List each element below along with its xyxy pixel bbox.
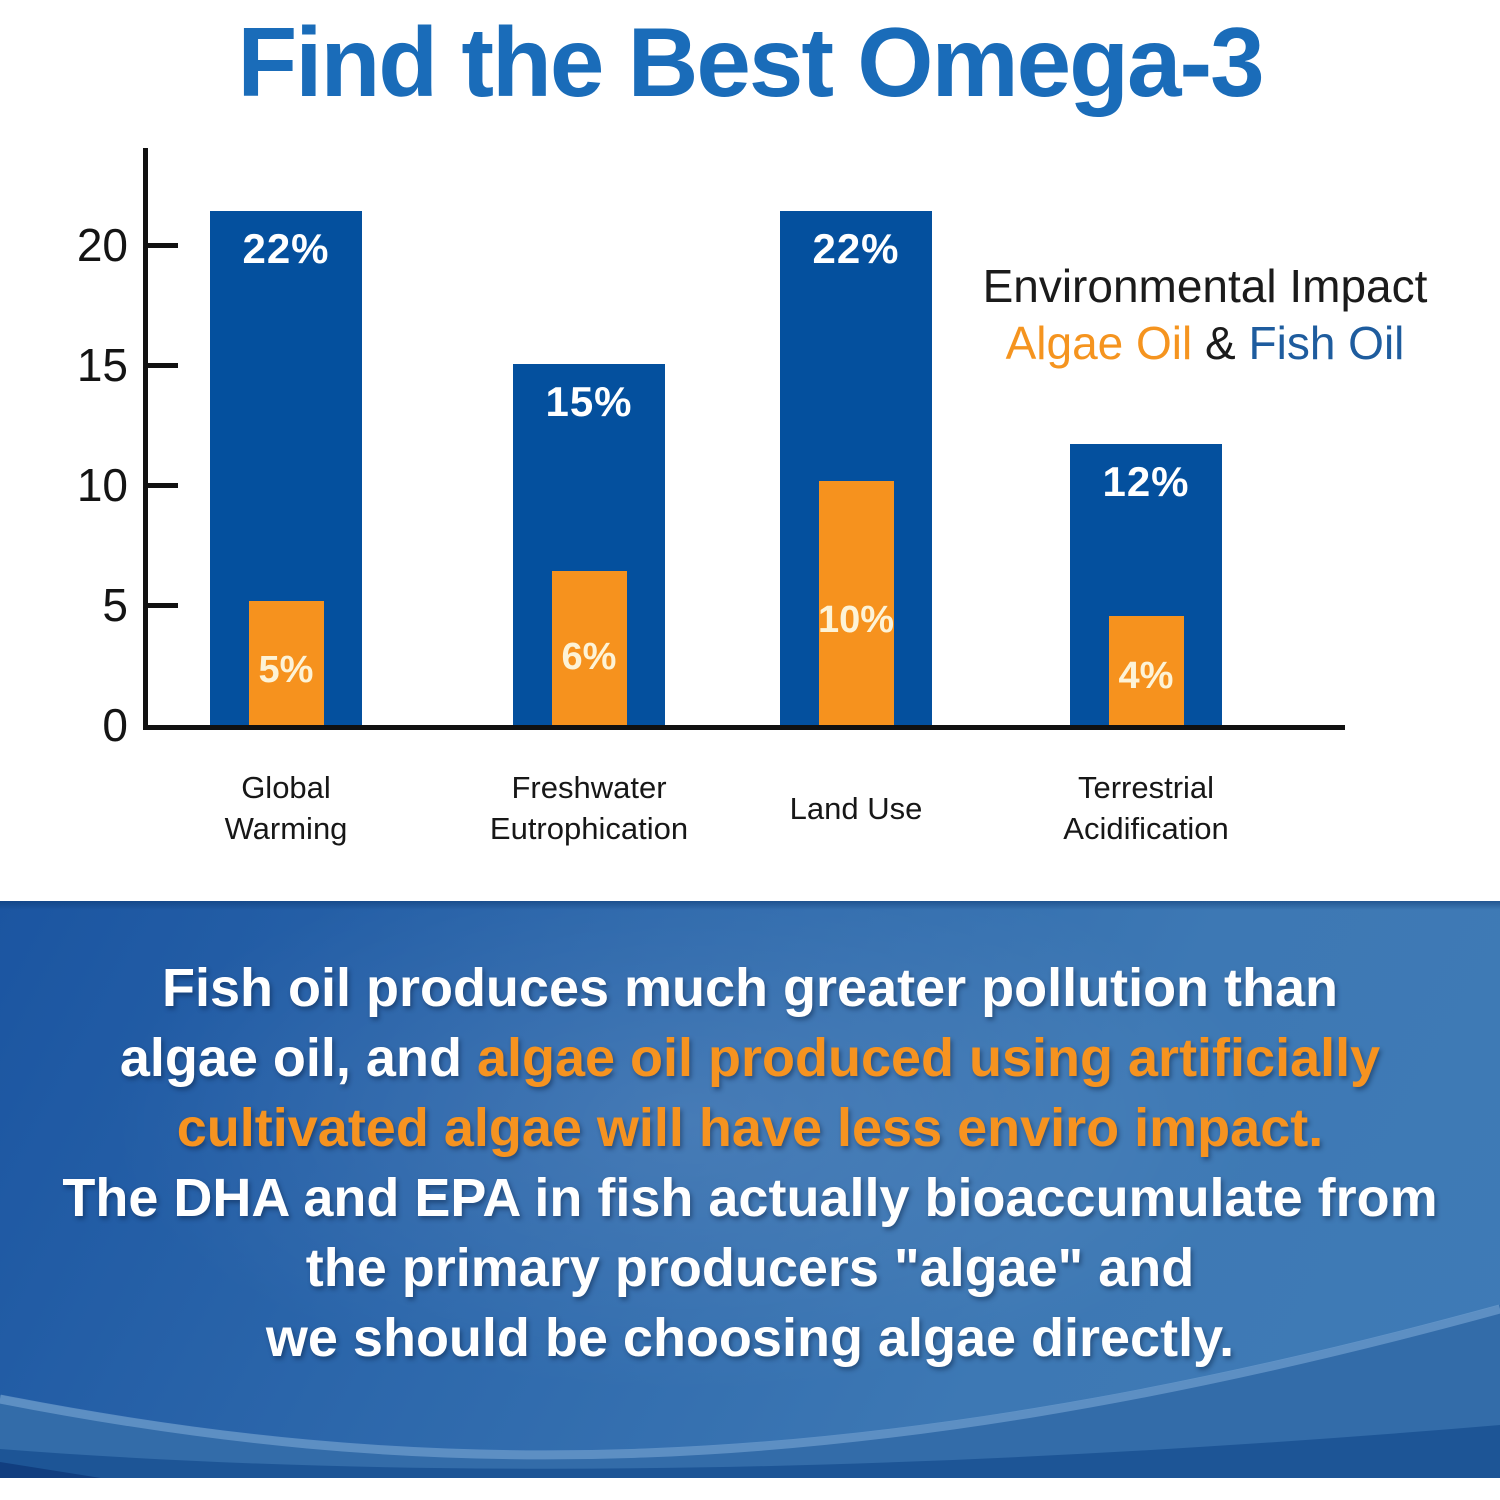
category-label-terrestrial-acidification: Terrestrial Acidification bbox=[980, 758, 1312, 858]
bar-algae-oil-global-warming bbox=[248, 601, 324, 725]
category-label-line: Eutrophication bbox=[489, 811, 689, 846]
legend-ampersand: & bbox=[1192, 317, 1249, 369]
bar-algae-oil-freshwater-eutrophication bbox=[551, 571, 627, 725]
y-axis-line bbox=[143, 148, 148, 730]
footer-text-span: Fish oil produces much greater pollution… bbox=[161, 958, 1339, 1018]
footer-line-2: algae oil, and algae oil produced using … bbox=[0, 1023, 1500, 1093]
footer-line-1: Fish oil produces much greater pollution… bbox=[0, 953, 1500, 1023]
category-label-line: Freshwater bbox=[511, 770, 667, 805]
y-tick-5 bbox=[145, 603, 178, 608]
footer-line-5: the primary producers "algae" and bbox=[0, 1233, 1500, 1303]
y-tick-label-10: 10 bbox=[76, 459, 128, 511]
bar-label-fish-oil-land-use: 22% bbox=[812, 225, 900, 273]
bar-label-algae-oil-terrestrial-acidification: 4% bbox=[1118, 655, 1174, 698]
footer-line-3: cultivated algae will have less enviro i… bbox=[0, 1093, 1500, 1163]
legend-algae-oil: Algae Oil bbox=[1005, 317, 1193, 369]
bar-algae-oil-land-use bbox=[818, 481, 894, 725]
category-label-global-warming: Global Warming bbox=[120, 758, 452, 858]
bar-label-fish-oil-global-warming: 22% bbox=[242, 225, 330, 273]
category-label-line: Global bbox=[241, 770, 331, 805]
footer-line-4: The DHA and EPA in fish actually bioaccu… bbox=[0, 1163, 1500, 1233]
y-tick-20 bbox=[145, 243, 178, 248]
y-tick-label-5: 5 bbox=[102, 579, 128, 631]
y-tick-15 bbox=[145, 363, 178, 368]
bar-label-fish-oil-terrestrial-acidification: 12% bbox=[1102, 458, 1190, 506]
footer-line-6: we should be choosing algae directly. bbox=[0, 1303, 1500, 1373]
y-tick-label-15: 15 bbox=[76, 339, 128, 391]
footer-highlight-text: cultivated algae will have less enviro i… bbox=[176, 1098, 1324, 1158]
footer-text: Fish oil produces much greater pollution… bbox=[0, 953, 1500, 1373]
bar-algae-oil-terrestrial-acidification bbox=[1108, 615, 1184, 725]
category-label-line: Land Use bbox=[789, 790, 923, 826]
wave-decoration bbox=[0, 1304, 1500, 1478]
category-label-line: Warming bbox=[224, 811, 348, 846]
footer-text-span: the primary producers "algae" and bbox=[305, 1238, 1195, 1298]
bar-label-algae-oil-freshwater-eutrophication: 6% bbox=[561, 636, 617, 679]
footer-text-span: we should be choosing algae directly. bbox=[265, 1308, 1235, 1368]
footer-panel: Fish oil produces much greater pollution… bbox=[0, 901, 1500, 1478]
footer-highlight-text: algae oil produced using artificially bbox=[476, 1028, 1381, 1088]
category-label-land-use: Land Use bbox=[690, 758, 1022, 858]
legend-series: Algae Oil & Fish Oil bbox=[960, 315, 1450, 372]
y-tick-label-0: 0 bbox=[102, 699, 128, 751]
bar-label-algae-oil-global-warming: 5% bbox=[258, 649, 314, 692]
chart-legend: Environmental Impact Algae Oil & Fish Oi… bbox=[960, 258, 1450, 372]
page-title: Find the Best Omega-3 bbox=[237, 7, 1264, 117]
legend-fish-oil: Fish Oil bbox=[1248, 317, 1405, 369]
footer-text-span: algae oil, and bbox=[119, 1028, 477, 1088]
category-label-line: Terrestrial bbox=[1077, 770, 1215, 805]
bar-label-algae-oil-land-use: 10% bbox=[817, 598, 895, 641]
y-tick-10 bbox=[145, 483, 178, 488]
bar-label-fish-oil-freshwater-eutrophication: 15% bbox=[545, 377, 633, 425]
x-axis-line bbox=[143, 725, 1345, 730]
footer-text-span: The DHA and EPA in fish actually bioaccu… bbox=[62, 1168, 1438, 1228]
legend-title: Environmental Impact bbox=[982, 260, 1428, 312]
category-label-freshwater-eutrophication: Freshwater Eutrophication bbox=[423, 758, 755, 858]
y-tick-label-20: 20 bbox=[76, 219, 128, 271]
category-label-line: Acidification bbox=[1063, 811, 1229, 846]
